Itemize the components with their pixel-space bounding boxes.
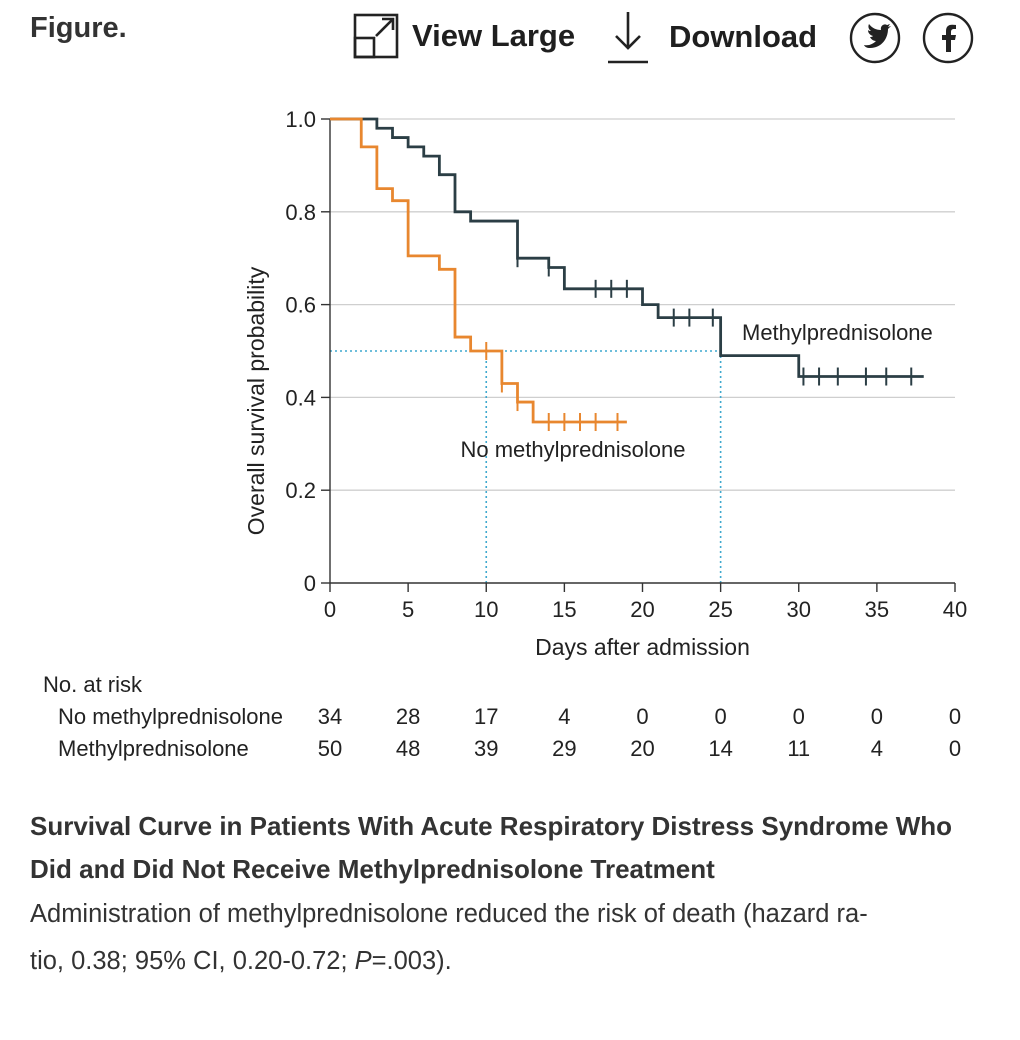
facebook-share-button[interactable] — [922, 12, 974, 64]
survival-curves — [330, 117, 924, 431]
y-tick-label: 0 — [304, 571, 316, 596]
risk-count: 29 — [552, 736, 576, 761]
x-tick-label: 20 — [630, 597, 654, 622]
x-tick-label: 15 — [552, 597, 576, 622]
risk-count: 0 — [636, 704, 648, 729]
x-tick-label: 30 — [787, 597, 811, 622]
y-tick-label: 0.2 — [285, 478, 316, 503]
survival-curve-no-methylprednisolone — [330, 117, 627, 424]
risk-count: 20 — [630, 736, 654, 761]
risk-row-label: No methylprednisolone — [58, 704, 283, 729]
y-tick-label: 1.0 — [285, 107, 316, 132]
caption-p-symbol: P — [354, 947, 372, 975]
series-label-no-methylprednisolone: No methylprednisolone — [460, 437, 685, 462]
view-large-label: View Large — [412, 18, 576, 53]
risk-count: 48 — [396, 736, 420, 761]
caption-body-line-2: tio, 0.38; 95% CI, 0.20-0.72; — [30, 947, 355, 975]
twitter-bird-icon — [864, 24, 891, 48]
caption-body-line-2-end: =.003). — [371, 947, 452, 975]
x-tick-label: 0 — [324, 597, 336, 622]
figure-caption: Survival Curve in Patients With Acute Re… — [30, 805, 990, 985]
caption-title: Survival Curve in Patients With Acute Re… — [30, 811, 953, 884]
series-label-methylprednisolone: Methylprednisolone — [742, 320, 933, 345]
risk-count: 14 — [708, 736, 732, 761]
download-arrow-icon — [608, 12, 648, 64]
risk-count: 4 — [558, 704, 570, 729]
risk-count: 17 — [474, 704, 498, 729]
download-label: Download — [669, 19, 818, 54]
x-tick-label: 35 — [865, 597, 889, 622]
y-axis-title: Overall survival probability — [243, 266, 269, 535]
y-tick-label: 0.6 — [285, 293, 316, 318]
risk-count: 0 — [715, 704, 727, 729]
view-large-button[interactable]: View Large — [352, 12, 575, 60]
facebook-f-icon — [942, 24, 956, 52]
y-tick-label: 0.8 — [285, 200, 316, 225]
risk-count: 0 — [949, 736, 961, 761]
risk-count: 0 — [871, 704, 883, 729]
figure-label: Figure. — [30, 12, 127, 44]
median-reference-lines — [330, 350, 722, 583]
risk-row-label: Methylprednisolone — [58, 736, 249, 761]
x-axis-title: Days after admission — [535, 634, 750, 660]
risk-count: 34 — [318, 704, 342, 729]
x-tick-label: 10 — [474, 597, 498, 622]
twitter-share-button[interactable] — [849, 12, 901, 64]
caption-body: Administration of methylprednisolone red… — [30, 891, 990, 985]
risk-count: 0 — [949, 704, 961, 729]
x-tick-label: 40 — [943, 597, 967, 622]
caption-body-line-1: Administration of methylprednisolone red… — [30, 900, 868, 928]
risk-count: 4 — [871, 736, 883, 761]
risk-count: 39 — [474, 736, 498, 761]
risk-count: 0 — [793, 704, 805, 729]
risk-count: 50 — [318, 736, 342, 761]
x-tick-label: 25 — [708, 597, 732, 622]
risk-table-heading: No. at risk — [43, 672, 143, 697]
series-labels: Methylprednisolone No methylprednisolone — [460, 320, 932, 462]
survival-curve-methylprednisolone — [330, 117, 924, 378]
risk-count: 28 — [396, 704, 420, 729]
x-tick-label: 5 — [402, 597, 414, 622]
survival-chart: 0 0.2 0.4 0.6 0.8 1.0 0 5 10 15 20 25 30 35 40 Days aft… — [0, 90, 1020, 780]
download-button[interactable]: Download — [605, 8, 817, 66]
expand-icon — [353, 13, 399, 59]
y-tick-label: 0.4 — [285, 385, 316, 410]
axes: 0 0.2 0.4 0.6 0.8 1.0 0 5 10 15 20 25 30 35 40 Days aft… — [243, 107, 967, 660]
risk-table: No. at risk No methylprednisolone 34 28 17 4 0… — [43, 672, 961, 761]
risk-count: 11 — [787, 736, 810, 761]
figure-header: Figure. View Large Download — [0, 0, 1020, 80]
